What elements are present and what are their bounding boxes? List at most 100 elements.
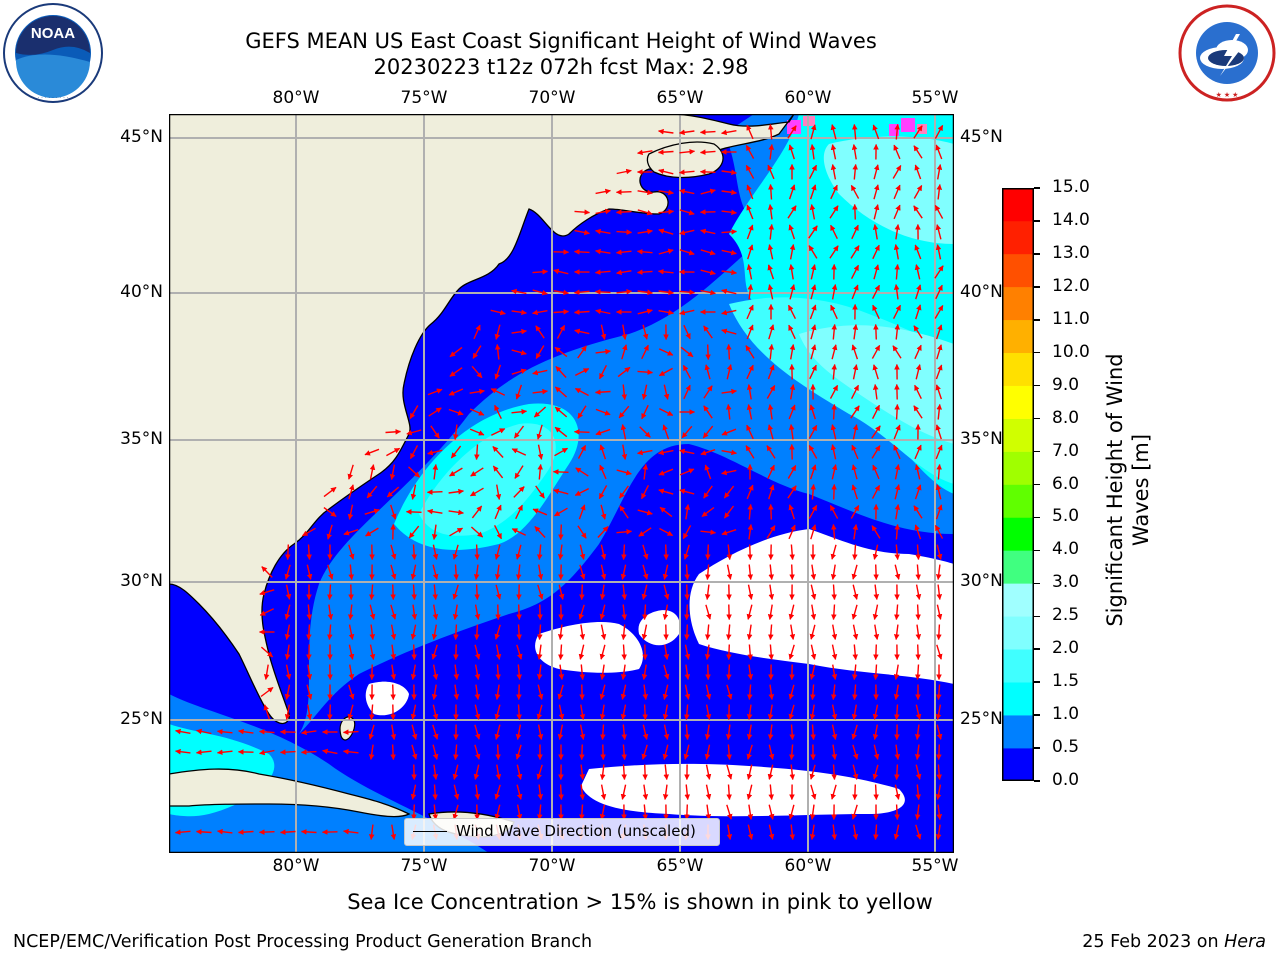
wave-direction-arrow — [680, 346, 694, 358]
wave-direction-arrow — [662, 564, 669, 580]
wave-direction-arrow — [554, 386, 568, 398]
wave-direction-arrow — [721, 428, 737, 436]
wave-direction-arrow — [515, 384, 523, 400]
wave-direction-arrow — [915, 704, 922, 720]
wave-direction-arrow — [595, 428, 611, 436]
wave-direction-arrow — [410, 564, 417, 580]
ice-region-south — [581, 763, 905, 817]
wave-direction-arrow — [935, 364, 943, 380]
wave-direction-arrow — [892, 304, 902, 320]
wave-direction-arrow — [532, 369, 548, 376]
wave-direction-arrow — [873, 624, 880, 640]
wave-direction-arrow — [511, 528, 527, 536]
colorbar-tick-label: 2.5 — [1052, 605, 1080, 626]
wave-direction-arrow — [789, 824, 796, 841]
wave-direction-arrow — [409, 405, 419, 419]
wave-direction-arrow — [511, 309, 527, 316]
wave-direction-arrow — [342, 729, 359, 735]
wave-direction-arrow — [515, 744, 522, 760]
wave-direction-arrow — [873, 644, 879, 661]
wave-direction-arrow — [788, 604, 795, 620]
wave-direction-arrow — [810, 644, 817, 660]
wave-direction-arrow — [721, 288, 737, 295]
wave-direction-arrow — [679, 468, 695, 476]
wave-direction-arrow — [578, 504, 586, 520]
wave-direction-arrow — [558, 524, 564, 541]
wave-direction-arrow — [723, 505, 735, 519]
wave-direction-arrow — [452, 604, 459, 620]
colorbar-tick-label: 14.0 — [1052, 209, 1090, 230]
wave-direction-arrow — [829, 504, 839, 519]
wave-direction-arrow — [767, 764, 774, 780]
wave-direction-arrow — [935, 144, 943, 160]
wave-direction-arrow — [642, 804, 649, 821]
wave-direction-arrow — [598, 485, 608, 500]
wave-direction-arrow — [621, 444, 628, 460]
wave-direction-arrow — [746, 744, 753, 760]
wave-direction-arrow — [327, 624, 333, 641]
wave-direction-arrow — [872, 764, 879, 780]
wave-direction-arrow — [174, 829, 191, 836]
longitude-label: 60°W — [784, 856, 832, 876]
wave-direction-arrow — [721, 328, 737, 335]
wave-direction-arrow — [768, 824, 775, 840]
noaa-logo: NOAA · · · · · · · · · — [3, 3, 103, 103]
wave-direction-arrow — [495, 644, 502, 660]
wave-direction-arrow — [577, 525, 587, 539]
wave-direction-arrow — [852, 764, 859, 780]
wave-direction-arrow — [492, 465, 504, 479]
wave-direction-arrow — [725, 624, 732, 641]
wave-direction-arrow — [641, 744, 648, 760]
wave-direction-arrow — [410, 624, 417, 640]
wave-direction-arrow — [723, 485, 735, 499]
wave-direction-arrow — [574, 328, 590, 335]
wave-direction-arrow — [768, 644, 774, 661]
wave-direction-arrow — [658, 367, 673, 377]
colorbar-tick-label: 6.0 — [1052, 473, 1080, 494]
wave-direction-arrow — [621, 764, 627, 781]
wave-direction-arrow — [450, 445, 462, 459]
wave-direction-arrow — [471, 505, 483, 519]
wave-direction-arrow — [573, 289, 590, 296]
wave-direction-arrow — [658, 208, 675, 215]
wave-direction-arrow — [616, 229, 633, 235]
wave-direction-arrow — [600, 564, 607, 580]
wave-direction-arrow — [914, 464, 921, 480]
wave-direction-arrow — [427, 388, 443, 396]
wave-direction-arrow — [767, 424, 774, 440]
wave-direction-arrow — [935, 444, 943, 460]
wave-direction-arrow — [767, 724, 774, 741]
wave-direction-arrow — [554, 447, 568, 457]
wave-direction-arrow — [369, 624, 376, 640]
wave-direction-arrow — [894, 323, 901, 340]
wave-direction-arrow — [873, 824, 879, 841]
wave-direction-arrow — [893, 424, 901, 440]
wave-direction-arrow — [532, 309, 548, 316]
wave-direction-arrow — [747, 584, 754, 600]
wave-direction-arrow — [579, 724, 586, 740]
wave-direction-arrow — [935, 284, 943, 300]
wave-direction-arrow — [618, 405, 630, 419]
wave-direction-arrow — [390, 584, 396, 601]
wave-direction-arrow — [369, 604, 376, 620]
wave-direction-arrow — [852, 644, 859, 661]
wave-direction-arrow — [260, 646, 274, 658]
wave-direction-arrow — [936, 544, 943, 560]
wave-direction-arrow — [511, 448, 527, 456]
colorbar-segment — [1002, 220, 1034, 255]
wave-direction-arrow — [914, 244, 922, 260]
wave-direction-arrow — [621, 584, 628, 601]
wave-direction-arrow — [787, 125, 797, 139]
latitude-label: 40°N — [120, 282, 163, 302]
wave-direction-arrow — [642, 463, 649, 480]
wave-direction-arrow — [747, 564, 754, 581]
wave-direction-arrow — [852, 544, 858, 561]
wave-direction-arrow — [473, 764, 480, 780]
wave-direction-arrow — [306, 604, 313, 621]
wind-wave-direction-arrows — [174, 123, 944, 841]
wave-direction-arrow — [327, 704, 333, 721]
wave-direction-arrow — [511, 328, 527, 335]
wave-direction-arrow — [620, 664, 627, 680]
wave-direction-arrow — [892, 165, 902, 179]
wave-direction-arrow — [705, 544, 711, 561]
